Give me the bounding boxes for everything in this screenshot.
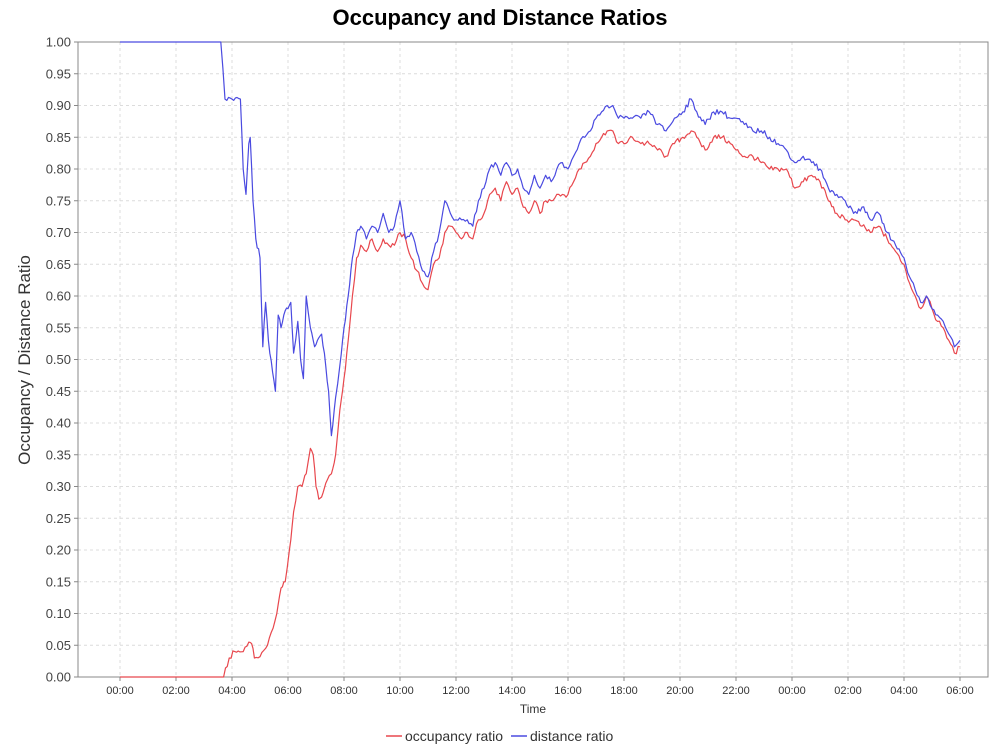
x-tick-label: 12:00 [442, 685, 470, 697]
x-tick-label: 02:00 [834, 685, 862, 697]
x-tick-label: 16:00 [554, 685, 582, 697]
y-tick-label: 0.40 [46, 416, 71, 431]
y-tick-label: 0.45 [46, 384, 71, 399]
y-tick-label: 0.50 [46, 352, 71, 367]
y-tick-label: 0.85 [46, 130, 71, 145]
legend-label: occupancy ratio [405, 728, 503, 744]
x-tick-label: 00:00 [106, 685, 134, 697]
x-tick-label: 06:00 [946, 685, 974, 697]
y-axis-label: Occupancy / Distance Ratio [15, 255, 34, 465]
series-line-occupancy-ratio [120, 129, 961, 678]
y-tick-label: 0.20 [46, 543, 71, 558]
y-tick-label: 0.90 [46, 98, 71, 113]
legend-item: occupancy ratio [386, 728, 503, 744]
grid [78, 42, 988, 677]
series-line-distance-ratio [120, 41, 961, 437]
x-tick-label: 22:00 [722, 685, 750, 697]
y-tick-label: 0.30 [46, 479, 71, 494]
x-tick-label: 04:00 [890, 685, 918, 697]
x-tick-label: 20:00 [666, 685, 694, 697]
y-tick-label: 0.05 [46, 638, 71, 653]
x-tick-label: 04:00 [218, 685, 246, 697]
y-tick-label: 0.55 [46, 320, 71, 335]
y-tick-label: 0.65 [46, 257, 71, 272]
chart-title: Occupancy and Distance Ratios [333, 5, 668, 30]
y-tick-label: 0.75 [46, 193, 71, 208]
x-tick-label: 10:00 [386, 685, 414, 697]
x-tick-label: 06:00 [274, 685, 302, 697]
series-lines [120, 41, 961, 678]
y-tick-label: 0.35 [46, 447, 71, 462]
y-tick-label: 0.60 [46, 289, 71, 304]
y-tick-label: 0.70 [46, 225, 71, 240]
legend: occupancy ratio distance ratio [386, 728, 613, 744]
legend-label: distance ratio [530, 728, 613, 744]
x-tick-label: 18:00 [610, 685, 638, 697]
x-axis-ticks: 00:00 02:00 04:00 06:00 08:00 10:00 12:00 14:00… [106, 677, 974, 697]
x-tick-label: 08:00 [330, 685, 358, 697]
x-tick-label: 14:00 [498, 685, 526, 697]
y-tick-label: 0.15 [46, 574, 71, 589]
y-tick-label: 0.95 [46, 66, 71, 81]
legend-item: distance ratio [511, 728, 613, 744]
x-tick-label: 00:00 [778, 685, 806, 697]
y-tick-label: 1.00 [46, 35, 71, 50]
x-axis-label: Time [520, 702, 547, 716]
y-tick-label: 0.25 [46, 511, 71, 526]
y-tick-label: 0.10 [46, 606, 71, 621]
x-tick-label: 02:00 [162, 685, 190, 697]
y-axis-ticks: 0.00 0.05 0.10 0.15 0.20 0.25 0.30 0.35 0.40 0.45… [46, 35, 78, 685]
y-tick-label: 0.80 [46, 162, 71, 177]
y-tick-label: 0.00 [46, 670, 71, 685]
